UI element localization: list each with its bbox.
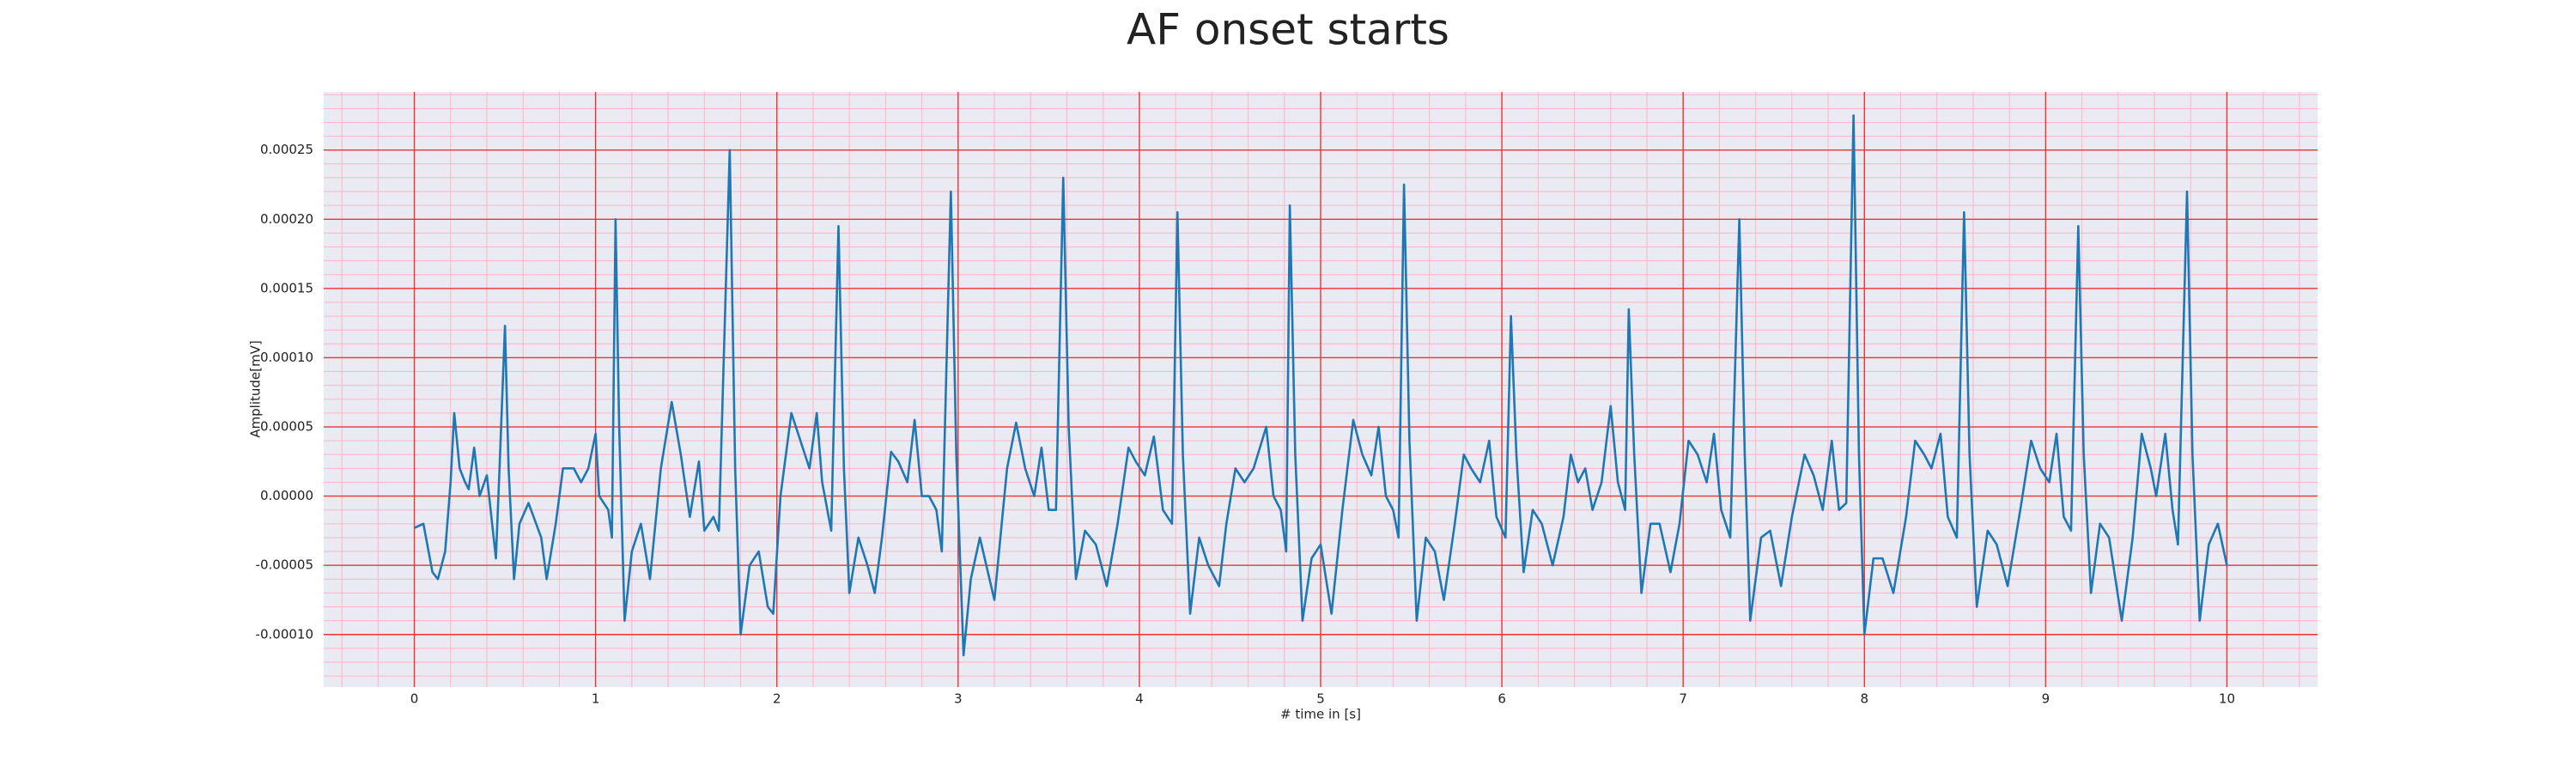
chart-title: AF onset starts xyxy=(1127,5,1449,55)
x-tick-label: 5 xyxy=(1316,691,1325,707)
x-tick-label: 7 xyxy=(1679,691,1687,707)
y-tick-label: 0.00005 xyxy=(260,419,313,435)
x-tick-label: 10 xyxy=(2219,691,2235,707)
y-tick-label: 0.00020 xyxy=(260,211,313,227)
y-tick-label: -0.00010 xyxy=(256,626,313,642)
x-tick-label: 3 xyxy=(954,691,963,707)
y-tick-label: 0.00000 xyxy=(260,488,313,503)
x-tick-label: 6 xyxy=(1498,691,1506,707)
y-tick-label: 0.00010 xyxy=(260,350,313,365)
x-axis-label: # time in [s] xyxy=(1280,707,1361,722)
x-tick-label: 4 xyxy=(1135,691,1144,707)
signal-line xyxy=(414,114,2228,657)
y-tick-label: -0.00005 xyxy=(256,557,313,573)
x-tick-label: 2 xyxy=(773,691,781,707)
grid xyxy=(324,92,2318,687)
y-tick-label: 0.00025 xyxy=(260,142,313,157)
x-tick-label: 9 xyxy=(2042,691,2050,707)
y-tick-label: 0.00015 xyxy=(260,280,313,295)
x-tick-label: 0 xyxy=(410,691,419,707)
x-tick-label: 8 xyxy=(1860,691,1868,707)
y-axis-label: Amplitude[mV] xyxy=(248,340,264,437)
x-tick-label: 1 xyxy=(592,691,600,707)
